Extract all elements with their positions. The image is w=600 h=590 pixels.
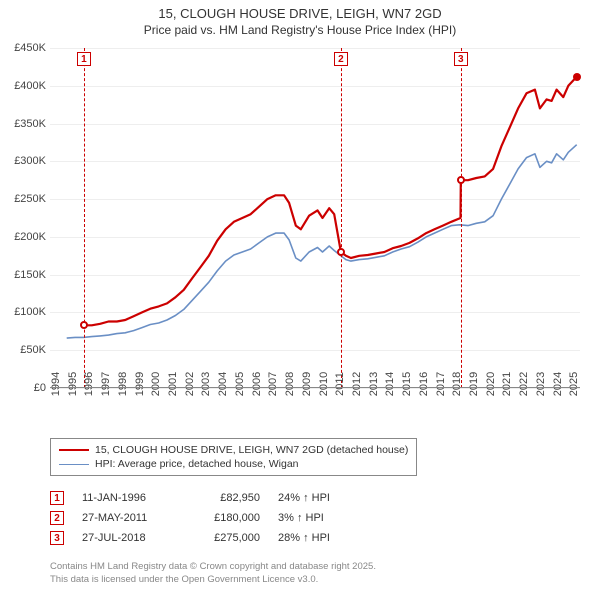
legend-item-hpi: HPI: Average price, detached house, Wiga… — [59, 457, 408, 471]
legend: 15, CLOUGH HOUSE DRIVE, LEIGH, WN7 2GD (… — [50, 438, 417, 476]
sale-marker-dot — [337, 248, 345, 256]
sale-number: 2 — [50, 511, 64, 525]
x-tick-label: 2019 — [468, 372, 480, 396]
legend-label: HPI: Average price, detached house, Wiga… — [95, 458, 299, 470]
legend-swatch — [59, 464, 89, 465]
sale-marker-label: 2 — [334, 52, 348, 66]
sale-pct: 28% ↑ HPI — [278, 532, 358, 544]
x-tick-label: 2009 — [301, 372, 313, 396]
sale-marker-line — [461, 48, 462, 388]
title-line1: 15, CLOUGH HOUSE DRIVE, LEIGH, WN7 2GD — [10, 6, 590, 23]
y-tick-label: £400K — [2, 80, 46, 92]
x-tick-label: 2003 — [200, 372, 212, 396]
sale-date: 11-JAN-1996 — [82, 492, 172, 504]
legend-item-price-paid: 15, CLOUGH HOUSE DRIVE, LEIGH, WN7 2GD (… — [59, 443, 408, 457]
x-tick-label: 2010 — [318, 372, 330, 396]
x-tick-label: 2023 — [535, 372, 547, 396]
sale-marker-label: 3 — [454, 52, 468, 66]
x-tick-label: 1997 — [100, 372, 112, 396]
x-axis-line — [50, 387, 580, 388]
y-tick-label: £50K — [2, 344, 46, 356]
y-tick-label: £200K — [2, 231, 46, 243]
sale-row: 1 11-JAN-1996 £82,950 24% ↑ HPI — [50, 488, 358, 508]
x-tick-label: 1995 — [67, 372, 79, 396]
x-tick-label: 2000 — [150, 372, 162, 396]
plot — [50, 48, 580, 388]
x-tick-label: 2014 — [384, 372, 396, 396]
x-tick-label: 2007 — [267, 372, 279, 396]
x-tick-label: 2008 — [284, 372, 296, 396]
legend-label: 15, CLOUGH HOUSE DRIVE, LEIGH, WN7 2GD (… — [95, 444, 408, 456]
y-tick-label: £100K — [2, 306, 46, 318]
sale-marker-line — [84, 48, 85, 388]
series-hpi — [67, 145, 577, 338]
x-tick-label: 2011 — [334, 372, 346, 396]
attribution-line2: This data is licensed under the Open Gov… — [50, 574, 376, 586]
legend-swatch — [59, 449, 89, 451]
sale-price: £275,000 — [190, 532, 260, 544]
y-tick-label: £300K — [2, 155, 46, 167]
series-price-paid — [84, 77, 577, 326]
x-tick-label: 1996 — [83, 372, 95, 396]
sale-pct: 3% ↑ HPI — [278, 512, 358, 524]
x-tick-label: 2016 — [418, 372, 430, 396]
x-tick-label: 2005 — [234, 372, 246, 396]
x-tick-label: 2020 — [485, 372, 497, 396]
y-tick-label: £350K — [2, 118, 46, 130]
x-tick-label: 2024 — [552, 372, 564, 396]
sale-row: 3 27-JUL-2018 £275,000 28% ↑ HPI — [50, 528, 358, 548]
x-tick-label: 2018 — [451, 372, 463, 396]
sale-number: 3 — [50, 531, 64, 545]
x-tick-label: 2021 — [501, 372, 513, 396]
x-tick-label: 1999 — [134, 372, 146, 396]
sale-marker-dot — [457, 176, 465, 184]
sale-date: 27-MAY-2011 — [82, 512, 172, 524]
sale-pct: 24% ↑ HPI — [278, 492, 358, 504]
title-line2: Price paid vs. HM Land Registry's House … — [10, 23, 590, 39]
x-tick-label: 2022 — [518, 372, 530, 396]
x-tick-label: 2004 — [217, 372, 229, 396]
x-tick-label: 2001 — [167, 372, 179, 396]
x-tick-label: 2006 — [251, 372, 263, 396]
sale-price: £180,000 — [190, 512, 260, 524]
attribution: Contains HM Land Registry data © Crown c… — [50, 561, 376, 586]
y-tick-label: £450K — [2, 42, 46, 54]
x-tick-label: 2013 — [368, 372, 380, 396]
sale-date: 27-JUL-2018 — [82, 532, 172, 544]
title: 15, CLOUGH HOUSE DRIVE, LEIGH, WN7 2GD P… — [0, 0, 600, 38]
x-tick-label: 2002 — [184, 372, 196, 396]
y-tick-label: £250K — [2, 193, 46, 205]
attribution-line1: Contains HM Land Registry data © Crown c… — [50, 561, 376, 573]
chart: 123 £0£50K£100K£150K£200K£250K£300K£350K… — [50, 48, 580, 388]
y-tick-label: £0 — [2, 382, 46, 394]
sales-table: 1 11-JAN-1996 £82,950 24% ↑ HPI 2 27-MAY-2011… — [50, 488, 358, 548]
series-end-dot — [573, 73, 581, 81]
sale-marker-dot — [80, 321, 88, 329]
sale-marker-label: 1 — [77, 52, 91, 66]
y-tick-label: £150K — [2, 269, 46, 281]
x-tick-label: 2025 — [568, 372, 580, 396]
sale-marker-line — [341, 48, 342, 388]
sale-number: 1 — [50, 491, 64, 505]
x-tick-label: 2015 — [401, 372, 413, 396]
x-tick-label: 1998 — [117, 372, 129, 396]
x-tick-label: 2012 — [351, 372, 363, 396]
x-tick-label: 2017 — [435, 372, 447, 396]
x-tick-label: 1994 — [50, 372, 62, 396]
sale-price: £82,950 — [190, 492, 260, 504]
sale-row: 2 27-MAY-2011 £180,000 3% ↑ HPI — [50, 508, 358, 528]
